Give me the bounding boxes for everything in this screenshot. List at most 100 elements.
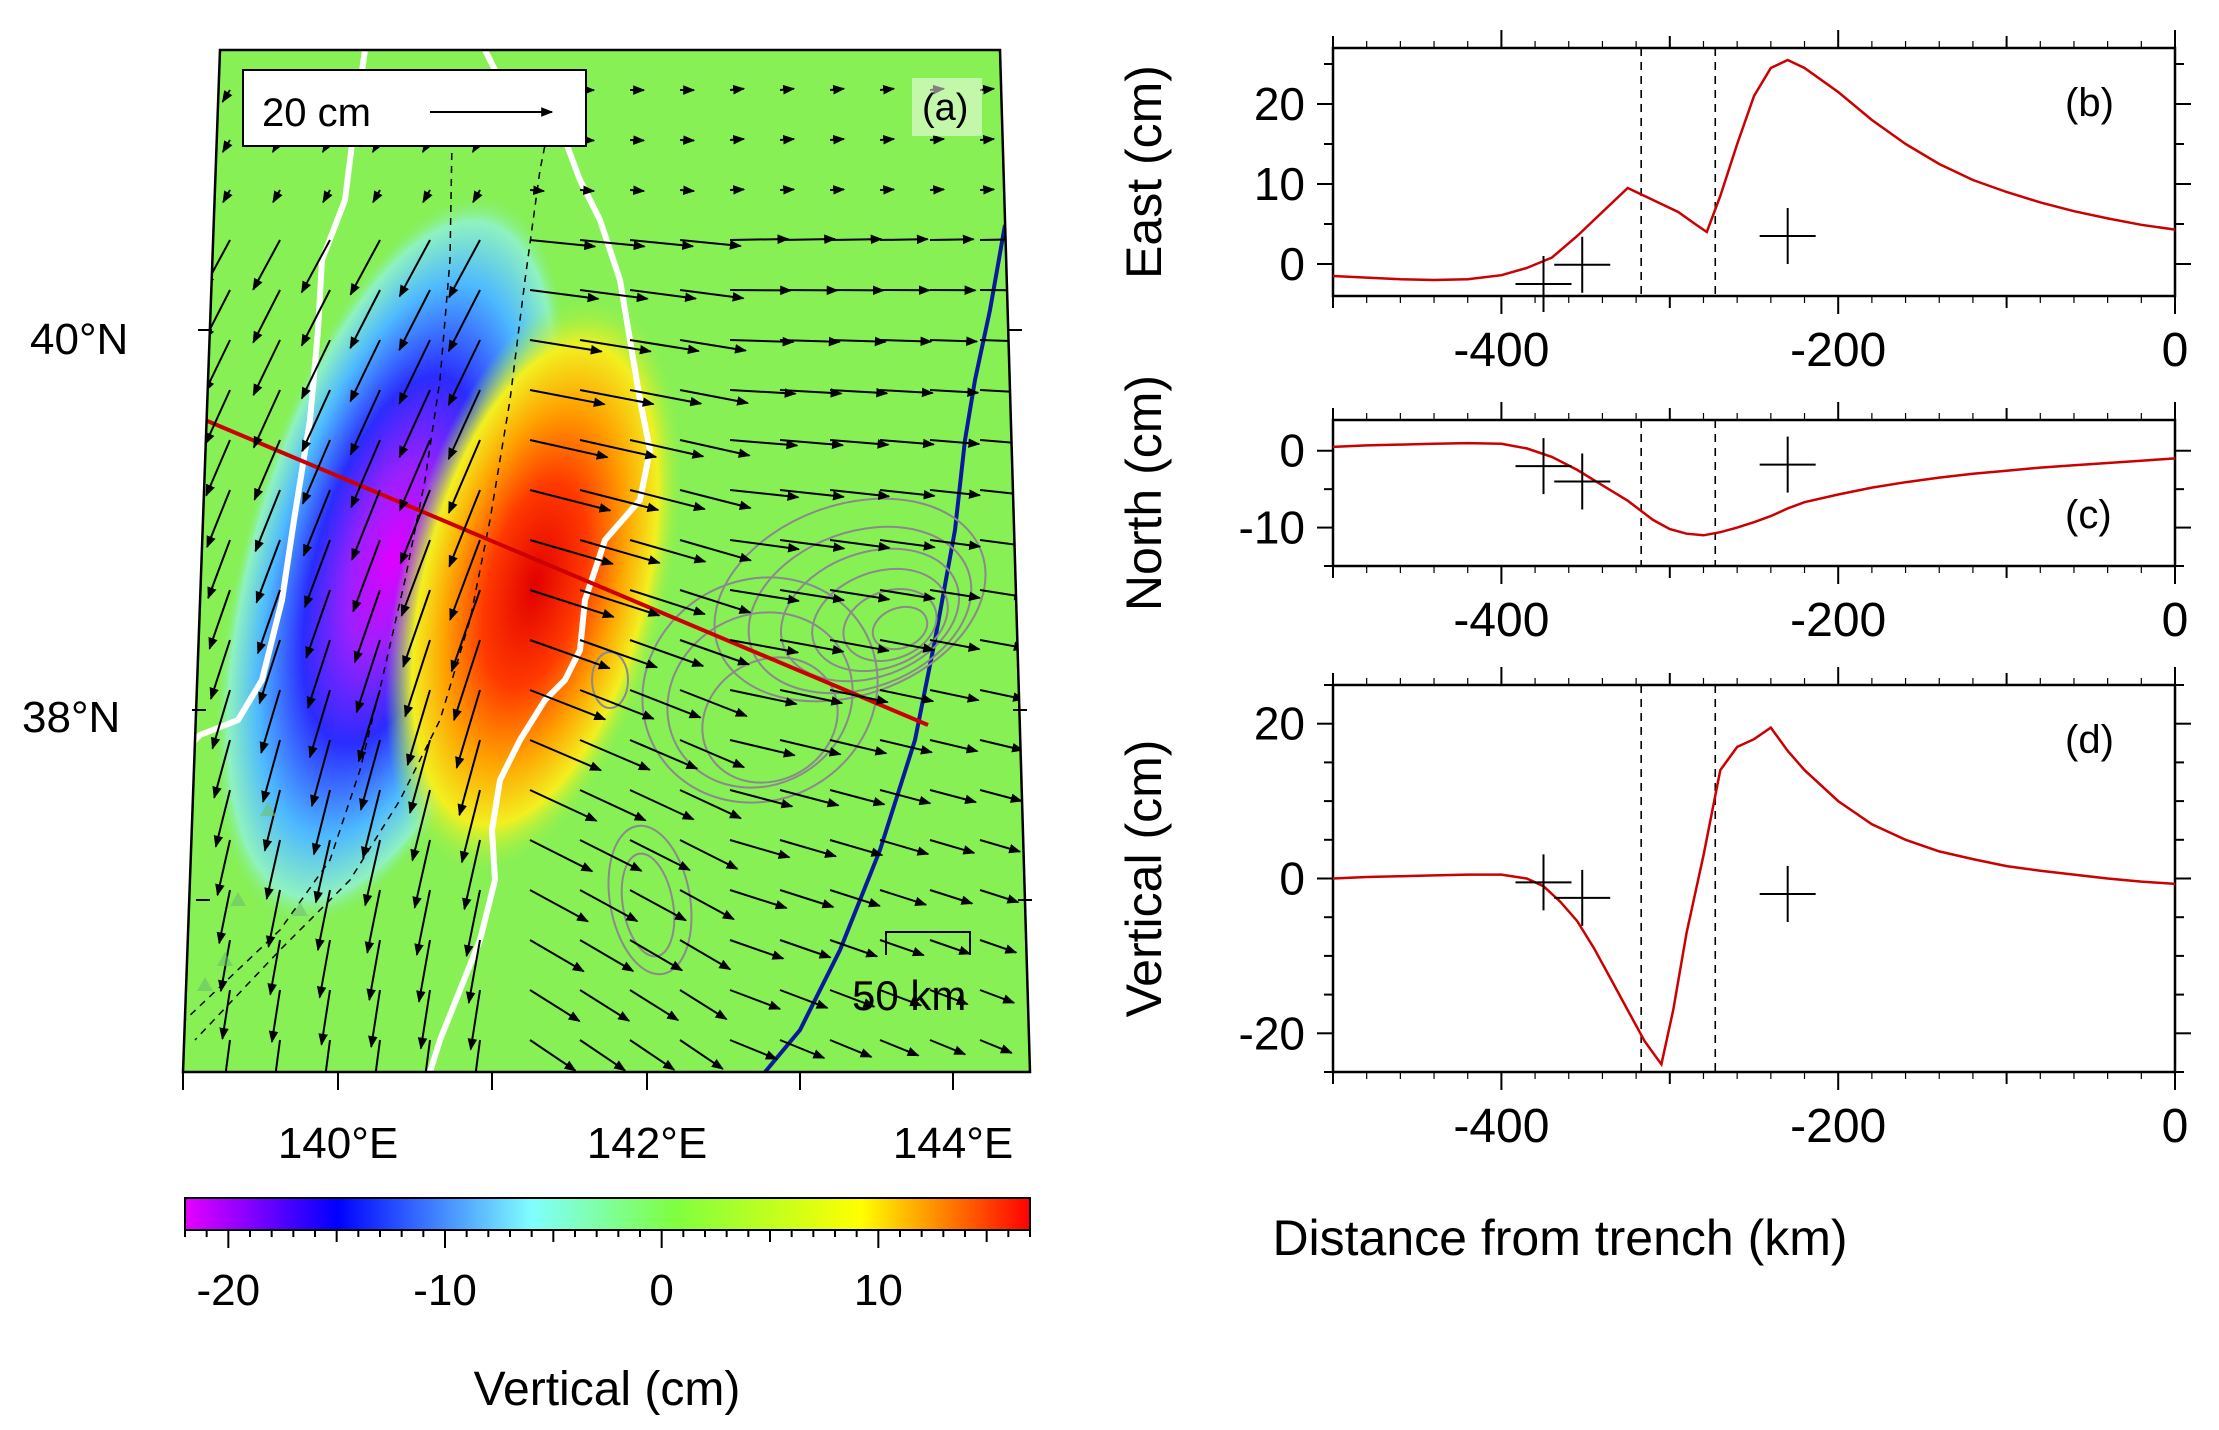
displacement-arrow (300, 289, 331, 347)
displacement-arrow (829, 84, 846, 95)
profile-x-axis-label: Distance from trench (km) (1272, 1210, 1847, 1266)
displacement-arrow (579, 339, 652, 355)
displacement-arrow (779, 539, 846, 552)
displacement-arrow (679, 889, 735, 921)
displacement-arrow (979, 84, 996, 95)
displacement-arrow (315, 889, 331, 952)
displacement-arrow (729, 134, 746, 145)
displacement-arrow (416, 939, 431, 1003)
displacement-arrow (929, 234, 975, 245)
displacement-arrow (929, 336, 979, 346)
displacement-arrow (316, 939, 331, 999)
displacement-arrow (355, 639, 381, 714)
displacement-arrow (351, 489, 381, 561)
displacement-arrow (829, 387, 889, 398)
displacement-arrow (210, 689, 231, 750)
displacement-arrow (629, 135, 646, 145)
displacement-arrow (879, 1039, 920, 1057)
displacement-arrow (362, 839, 381, 907)
station-marker (230, 892, 246, 906)
displacement-arrow (879, 438, 935, 449)
displacement-arrow (462, 839, 481, 911)
displacement-arrow (222, 1039, 231, 1072)
displacement-arrow (305, 589, 331, 659)
panel-a-label-bg (912, 78, 982, 136)
displacement-arrow (368, 989, 381, 1049)
displacement-arrow (265, 889, 281, 948)
displacement-arrow (679, 939, 732, 971)
y-tick-label: -20 (1239, 1007, 1305, 1059)
displacement-arrow (422, 189, 433, 204)
displacement-arrow (879, 185, 896, 195)
station-marker (260, 802, 276, 816)
displacement-arrow (222, 189, 233, 204)
displacement-arrow (729, 589, 800, 604)
displacement-arrow (464, 889, 481, 958)
displacement-arrow (579, 689, 655, 720)
displacement-arrow (679, 539, 752, 563)
displacement-arrow (979, 739, 1025, 753)
observation-cross (1515, 438, 1572, 495)
displacement-arrow (779, 234, 837, 244)
displacement-arrow (779, 939, 832, 959)
displacement-arrow (529, 689, 607, 721)
profile-panel-c: -400 -200 0 0 -10 North (cm) (c) (1116, 375, 2191, 647)
displacement-arrow (929, 387, 980, 397)
displacement-arrow (207, 539, 231, 600)
displacement-arrow (879, 84, 896, 95)
displacement-arrow (579, 489, 660, 512)
displacement-arrow (929, 839, 976, 855)
displacement-arrow (349, 239, 381, 296)
displacement-arrow (729, 234, 790, 244)
displacement-arrow (361, 789, 381, 859)
displacement-arrow (579, 939, 635, 972)
displacement-arrow (398, 439, 431, 512)
displacement-arrow (410, 789, 431, 862)
displacement-arrow (208, 589, 231, 650)
displacement-arrow (402, 589, 431, 668)
displacement-arrow (372, 189, 383, 204)
displacement-arrow (729, 639, 800, 656)
slip-contour (779, 547, 961, 683)
x-tick-label: -400 (1453, 1100, 1549, 1153)
displacement-arrow (252, 389, 281, 449)
displacement-arrow (579, 289, 649, 303)
displacement-arrow (779, 489, 845, 501)
displacement-arrow (729, 839, 791, 859)
displacement-arrow (629, 639, 705, 667)
displacement-arrow (310, 739, 331, 808)
displacement-arrow (779, 839, 838, 858)
panel-a-label: (a) (922, 87, 968, 129)
dashed-line-outer (194, 69, 561, 1041)
displacement-arrow (779, 989, 829, 1009)
colorbar-ticks: -20 -10 0 10 (184, 1230, 1031, 1315)
displacement-arrow (979, 234, 1021, 245)
y-axis-label: North (cm) (1116, 375, 1172, 611)
displacement-arrow (529, 539, 614, 566)
displacement-arrow (979, 185, 996, 195)
y-tick-label: 0 (1279, 853, 1305, 905)
displacement-arrow (302, 489, 331, 557)
colorbar-tick-label: 0 (649, 1266, 673, 1315)
colorbar-tick-label: 10 (854, 1266, 903, 1315)
displacement-arrow (579, 539, 661, 565)
displacement-arrow (398, 239, 431, 298)
displacement-arrow (359, 739, 381, 811)
displacement-arrow (579, 789, 647, 822)
displacement-arrow (322, 189, 333, 204)
station-marker (197, 977, 213, 991)
displacement-arrow (258, 639, 281, 705)
displacement-arrow (679, 639, 751, 666)
displacement-arrow (779, 689, 844, 706)
displacement-arrow (929, 889, 974, 905)
displacement-arrow (579, 989, 631, 1022)
displacement-arrow (579, 739, 651, 771)
displacement-arrow (529, 339, 603, 355)
lon-label-142: 142°E (587, 1119, 707, 1168)
displacement-arrow (400, 539, 431, 617)
displacement-arrow (779, 889, 835, 909)
displacement-arrow (349, 289, 381, 350)
displacement-arrow (471, 1039, 481, 1072)
displacement-arrow (729, 439, 799, 450)
